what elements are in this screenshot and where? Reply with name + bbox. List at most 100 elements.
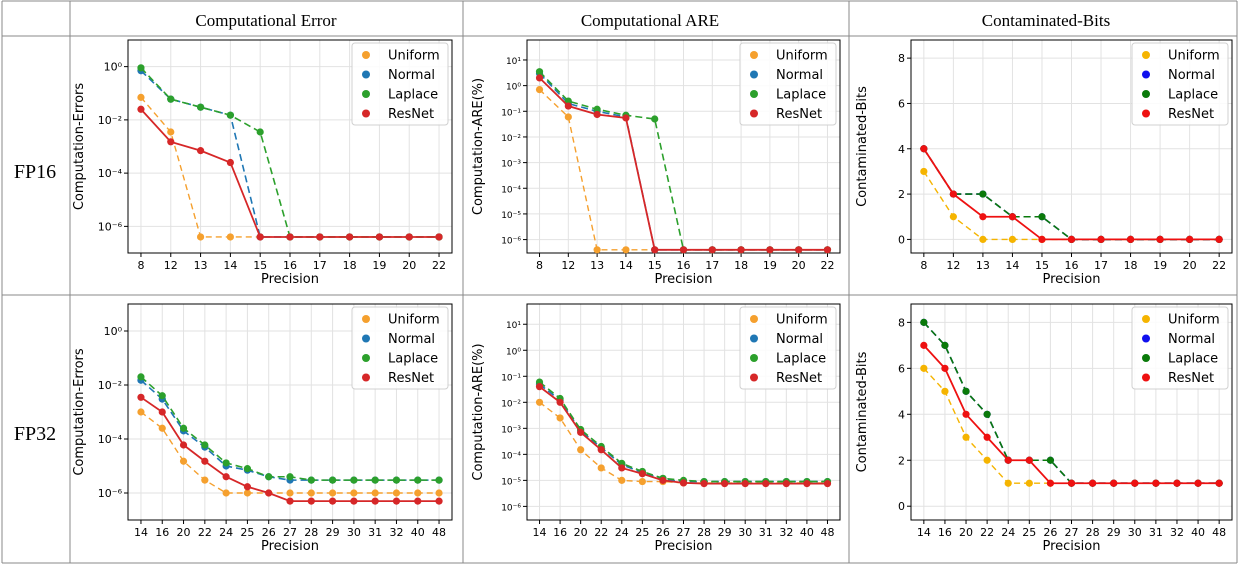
legend-label-laplace: Laplace: [1168, 352, 1218, 367]
series-line-laplace: [538, 71, 828, 251]
data-point-uniform: [350, 489, 358, 497]
x-tick-label: 48: [1212, 526, 1226, 539]
data-point-resnet: [638, 470, 646, 478]
data-point-resnet: [949, 190, 957, 198]
x-tick-label: 31: [1149, 526, 1163, 539]
data-point-resnet: [920, 145, 928, 153]
data-point-resnet: [823, 246, 832, 254]
data-point-resnet: [375, 233, 384, 241]
x-tick-label: 16: [938, 526, 952, 539]
data-point-resnet: [435, 497, 443, 505]
y-axis-label: Contaminated-Bits: [855, 86, 870, 207]
data-point-resnet: [659, 476, 667, 484]
x-axis-label: Precision: [261, 272, 319, 287]
legend-box: [739, 306, 837, 390]
data-point-laplace: [158, 392, 166, 400]
y-tick-label: 10⁰: [506, 347, 521, 357]
x-tick-label: 18: [734, 259, 748, 272]
data-point-laplace: [979, 190, 987, 198]
x-tick-label: 24: [219, 526, 233, 539]
data-point-uniform: [1025, 479, 1033, 487]
y-tick-label: 10⁻⁶: [501, 503, 521, 513]
data-point-uniform: [941, 387, 949, 395]
legend: Uniform Normal Laplace ResNet: [351, 42, 449, 126]
data-point-resnet: [983, 433, 991, 441]
x-tick-label: 48: [820, 526, 834, 539]
legend-marker-laplace: [750, 354, 758, 362]
data-point-uniform: [137, 93, 145, 101]
legend-marker-laplace: [362, 354, 370, 362]
legend-marker-laplace: [1142, 354, 1150, 362]
y-tick-label: 10⁻⁴: [98, 433, 123, 446]
y-axis-label: Computation-ARE(%): [471, 343, 486, 480]
x-tick-label: 22: [198, 526, 212, 539]
data-point-resnet: [243, 483, 252, 491]
data-point-resnet: [679, 246, 688, 254]
y-tick-label: 10⁻¹: [501, 373, 521, 383]
y-tick-label: 6: [898, 362, 905, 375]
data-point-resnet: [1152, 479, 1160, 487]
y-tick-label: 10⁻⁵: [501, 477, 521, 487]
x-tick-label: 8: [137, 259, 144, 272]
data-point-laplace: [983, 410, 991, 418]
data-point-laplace: [941, 341, 949, 349]
legend-label-laplace: Laplace: [388, 88, 438, 103]
data-point-resnet: [196, 147, 205, 155]
legend-box: [1131, 42, 1229, 126]
data-point-resnet: [679, 479, 688, 487]
x-tick-label: 13: [976, 259, 990, 272]
x-axis-label: Precision: [1042, 272, 1100, 287]
legend-box: [1131, 306, 1229, 390]
x-tick-label: 8: [536, 259, 543, 272]
x-tick-label: 27: [1065, 526, 1079, 539]
y-tick-label: 10⁻²: [501, 134, 521, 144]
x-axis-label: Precision: [261, 539, 319, 554]
data-point-laplace: [196, 103, 205, 111]
x-tick-label: 28: [697, 526, 711, 539]
legend-label-normal: Normal: [388, 332, 435, 347]
data-point-resnet: [286, 497, 294, 505]
x-tick-label: 40: [800, 526, 814, 539]
data-point-resnet: [256, 233, 264, 241]
data-point-uniform: [962, 433, 970, 441]
data-point-resnet: [405, 233, 413, 241]
legend: Uniform Normal Laplace ResNet: [739, 42, 837, 126]
legend-marker-laplace: [1142, 90, 1150, 98]
y-tick-label: 0: [898, 500, 905, 513]
data-point-uniform: [535, 86, 544, 94]
x-tick-label: 20: [792, 259, 806, 272]
y-tick-label: 6: [898, 97, 905, 110]
data-point-laplace: [137, 64, 145, 72]
x-tick-label: 31: [759, 526, 773, 539]
data-point-uniform: [137, 408, 145, 416]
data-point-resnet: [577, 428, 585, 436]
x-tick-label: 14: [533, 526, 547, 539]
legend-marker-normal: [362, 70, 370, 79]
x-tick-label: 32: [389, 526, 403, 539]
data-point-uniform: [435, 489, 443, 497]
y-tick-label: 10¹: [506, 57, 521, 67]
y-tick-label: 10⁻⁵: [501, 211, 521, 221]
data-point-laplace: [307, 476, 315, 484]
legend-label-uniform: Uniform: [776, 49, 828, 64]
data-point-resnet: [593, 110, 601, 119]
x-tick-label: 18: [343, 259, 357, 272]
data-point-resnet: [535, 383, 544, 391]
data-point-uniform: [201, 476, 209, 484]
data-point-resnet: [1067, 235, 1076, 244]
data-point-resnet: [265, 489, 273, 497]
data-point-resnet: [708, 246, 716, 254]
data-point-laplace: [265, 473, 273, 481]
legend-label-normal: Normal: [776, 68, 823, 83]
legend: Uniform Normal Laplace ResNet: [1131, 306, 1229, 390]
x-tick-label: 25: [240, 526, 254, 539]
data-point-resnet: [795, 246, 803, 254]
chart-fp16-are: 10⁻⁶ 10⁻⁵ 10⁻⁴ 10⁻³ 10⁻² 10⁻¹ 10⁰ 10¹ 8 12 13 14 15 1…: [471, 39, 841, 287]
data-point-resnet: [979, 213, 987, 221]
data-point-resnet: [622, 114, 630, 122]
data-point-uniform: [979, 235, 987, 244]
data-point-resnet: [346, 233, 354, 241]
data-point-resnet: [823, 480, 832, 488]
y-tick-label: 4: [898, 143, 905, 156]
y-tick-label: 10¹: [506, 321, 521, 331]
